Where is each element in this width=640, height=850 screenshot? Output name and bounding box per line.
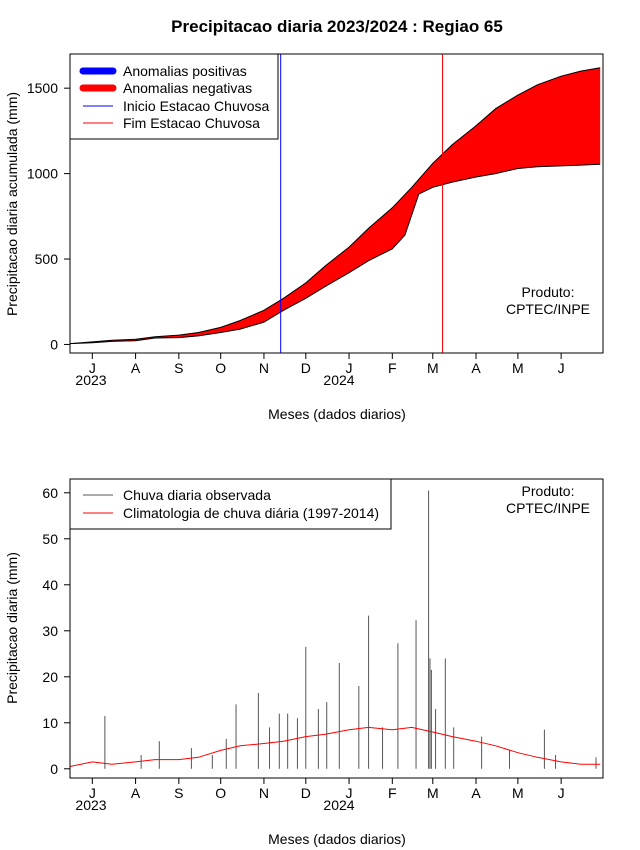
- legend-box: [69, 478, 392, 530]
- x-tick-label: D: [301, 785, 311, 801]
- x-tick-label: J: [558, 785, 565, 801]
- y-axis: 0 10 20 30 40 50 60: [42, 485, 70, 777]
- legend-label-negative: Anomalias negativas: [123, 80, 252, 96]
- climatology-cumulative-line: [69, 67, 601, 345]
- daily-chart: 0 10 20 30 40 50 60 J A S O N D J F M A M J Precipitacao …: [4, 478, 604, 847]
- daily-series-group: [69, 490, 601, 769]
- product-label: Produto:: [522, 284, 575, 300]
- legend: Anomalias positivas Anomalias negativas …: [69, 53, 279, 140]
- y-axis: 0 500 1000 1500: [27, 80, 70, 352]
- year-label-2023: 2023: [75, 797, 106, 813]
- x-tick-label: M: [512, 785, 524, 801]
- legend-label-start: Inicio Estacao Chuvosa: [123, 98, 270, 114]
- product-source: CPTEC/INPE: [506, 301, 590, 317]
- negative-anomaly-area: [70, 67, 601, 344]
- x-tick-label: J: [558, 360, 565, 376]
- x-tick-label: A: [131, 785, 141, 801]
- year-label-2024: 2024: [323, 372, 354, 388]
- plot-frame: [69, 53, 604, 354]
- climatology-daily-line: [69, 726, 601, 767]
- legend-label-climatology: Climatologia de chuva diária (1997-2014): [123, 505, 379, 521]
- cumulative-chart: Precipitacao diaria 2023/2024 : Regiao 6…: [4, 17, 604, 422]
- x-tick-label: O: [215, 360, 226, 376]
- x-tick-label: S: [174, 360, 183, 376]
- x-tick-label: O: [215, 785, 226, 801]
- observed-cumulative-line: [69, 163, 601, 345]
- x-tick-label: J: [346, 360, 353, 376]
- x-tick-label: F: [388, 785, 397, 801]
- chart-title: Precipitacao diaria 2023/2024 : Regiao 6…: [171, 17, 503, 36]
- y-tick-label: 1000: [27, 166, 58, 182]
- x-tick-label: N: [259, 360, 269, 376]
- x-tick-label: J: [89, 785, 96, 801]
- y-tick-label: 0: [50, 336, 58, 352]
- x-tick-label: D: [301, 360, 311, 376]
- x-tick-label: A: [471, 360, 481, 376]
- x-tick-label: F: [388, 360, 397, 376]
- x-axis-label: Meses (dados diarios): [268, 406, 406, 422]
- year-label-2024: 2024: [323, 797, 354, 813]
- y-axis-label: Precipitacao diaria acumulada (mm): [4, 92, 20, 316]
- x-tick-label: M: [512, 360, 524, 376]
- y-tick-label: 1500: [27, 80, 58, 96]
- legend-label-positive: Anomalias positivas: [123, 63, 247, 79]
- x-tick-label: M: [427, 785, 439, 801]
- legend-label-observed: Chuva diaria observada: [123, 487, 271, 503]
- legend: Chuva diaria observada Climatologia de c…: [69, 478, 392, 530]
- x-tick-label: A: [471, 785, 481, 801]
- year-label-2023: 2023: [75, 372, 106, 388]
- x-tick-label: A: [131, 360, 141, 376]
- y-tick-label: 20: [42, 669, 58, 685]
- product-label: Produto:: [522, 483, 575, 499]
- y-tick-label: 500: [35, 251, 59, 267]
- x-tick-label: J: [89, 360, 96, 376]
- y-tick-label: 60: [42, 485, 58, 501]
- x-tick-label: N: [259, 785, 269, 801]
- y-tick-label: 40: [42, 577, 58, 593]
- legend-label-end: Fim Estacao Chuvosa: [123, 115, 260, 131]
- x-tick-label: M: [427, 360, 439, 376]
- y-tick-label: 0: [50, 761, 58, 777]
- y-tick-label: 50: [42, 531, 58, 547]
- cumulative-series-group: [69, 67, 601, 345]
- y-tick-label: 10: [42, 715, 58, 731]
- x-tick-label: S: [174, 785, 183, 801]
- product-source: CPTEC/INPE: [506, 500, 590, 516]
- x-tick-label: J: [346, 785, 353, 801]
- y-axis-label: Precipitacao diaria (mm): [4, 552, 20, 704]
- y-tick-label: 30: [42, 623, 58, 639]
- x-axis-label: Meses (dados diarios): [268, 831, 406, 847]
